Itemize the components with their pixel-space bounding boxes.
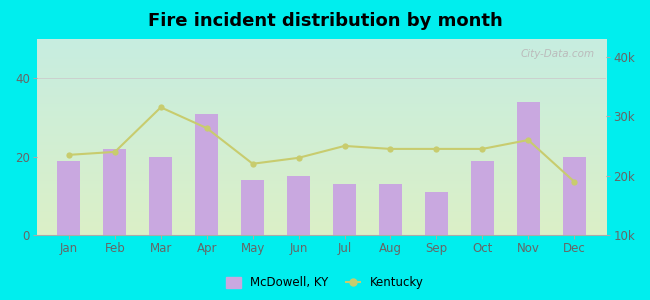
Bar xyxy=(103,149,126,235)
Text: City-Data.com: City-Data.com xyxy=(521,49,595,59)
Bar xyxy=(57,160,81,235)
Bar xyxy=(287,176,310,235)
Bar xyxy=(241,180,264,235)
Bar xyxy=(195,113,218,235)
Bar xyxy=(425,192,448,235)
Bar xyxy=(379,184,402,235)
Bar xyxy=(471,160,494,235)
Bar xyxy=(333,184,356,235)
Bar xyxy=(517,102,540,235)
Text: Fire incident distribution by month: Fire incident distribution by month xyxy=(148,12,502,30)
Bar xyxy=(150,157,172,235)
Legend: McDowell, KY, Kentucky: McDowell, KY, Kentucky xyxy=(222,272,428,294)
Bar xyxy=(563,157,586,235)
